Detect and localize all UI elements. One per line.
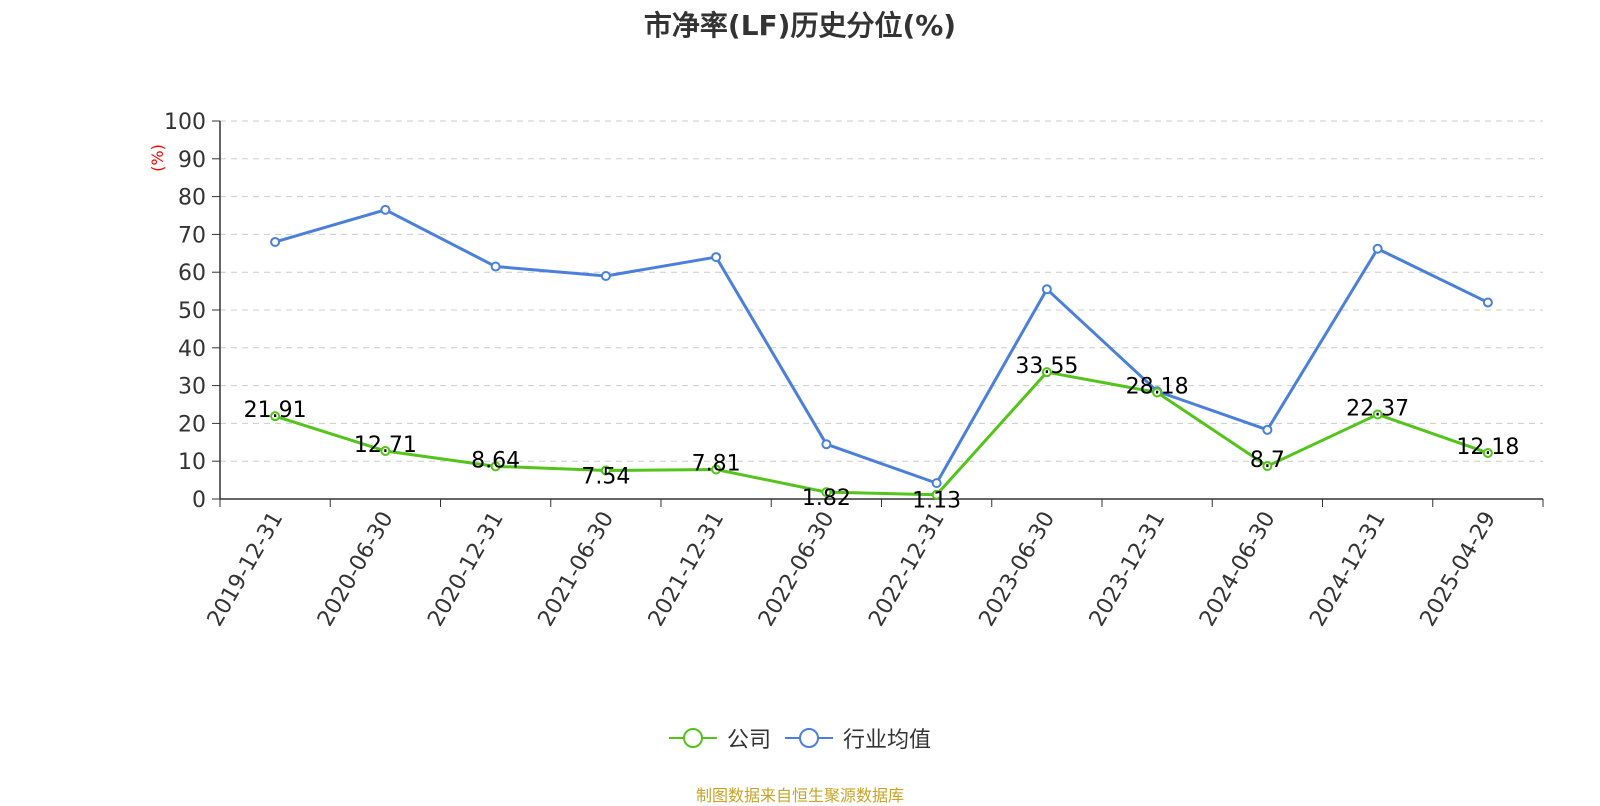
data-label-company: 12.71 bbox=[354, 433, 417, 458]
legend-marker-industry bbox=[785, 728, 833, 748]
y-tick-label: 60 bbox=[178, 261, 206, 286]
y-tick-label: 80 bbox=[178, 186, 206, 211]
data-label-company: 21.91 bbox=[244, 398, 307, 423]
data-label-company: 1.82 bbox=[802, 486, 851, 511]
series-line-industry bbox=[274, 208, 1489, 485]
x-tick-label: 2024-06-30 bbox=[1195, 508, 1281, 631]
x-tick-label: 2025-04-29 bbox=[1415, 508, 1501, 631]
data-point-company bbox=[821, 487, 832, 498]
data-label-company: 8.7 bbox=[1250, 448, 1285, 473]
data-point-company bbox=[711, 464, 722, 475]
y-tick-label: 50 bbox=[178, 299, 206, 324]
x-tick-label: 2020-06-30 bbox=[313, 508, 399, 631]
y-tick-label: 70 bbox=[178, 223, 206, 248]
data-label-company: 12.18 bbox=[1456, 435, 1519, 460]
source-note: 制图数据来自恒生聚源数据库 bbox=[695, 786, 904, 805]
y-tick-label: 20 bbox=[178, 412, 206, 437]
data-point-industry bbox=[1041, 284, 1052, 295]
x-tick-label: 2021-12-31 bbox=[644, 508, 730, 631]
data-label-company: 8.64 bbox=[471, 448, 520, 473]
data-point-company bbox=[600, 465, 611, 476]
x-tick-label: 2023-06-30 bbox=[974, 508, 1060, 631]
data-point-industry bbox=[380, 204, 391, 215]
x-tick-label: 2021-06-30 bbox=[533, 508, 619, 631]
data-label-company: 22.37 bbox=[1346, 396, 1409, 421]
data-point-industry bbox=[270, 236, 281, 247]
y-tick-label: 0 bbox=[192, 488, 206, 513]
legend-label-industry: 行业均值 bbox=[843, 728, 932, 753]
data-point-industry bbox=[1262, 424, 1273, 435]
data-point-company bbox=[1372, 409, 1383, 420]
data-point-industry bbox=[821, 439, 832, 450]
data-label-company: 28.18 bbox=[1126, 374, 1189, 399]
x-tick-label: 2024-12-31 bbox=[1305, 508, 1391, 631]
data-point-industry bbox=[490, 261, 501, 272]
x-tick-label: 2020-12-31 bbox=[423, 508, 509, 631]
series-line-company bbox=[274, 370, 1489, 497]
data-point-industry bbox=[1372, 243, 1383, 254]
data-label-company: 1.13 bbox=[912, 489, 961, 514]
data-point-industry bbox=[1482, 297, 1493, 308]
data-point-company bbox=[490, 461, 501, 472]
data-label-company: 7.54 bbox=[581, 464, 630, 489]
y-tick-label: 30 bbox=[178, 375, 206, 400]
legend-item-company[interactable]: 公司 bbox=[668, 722, 771, 754]
data-point-industry bbox=[711, 252, 722, 263]
data-point-company bbox=[1262, 461, 1273, 472]
y-tick-label: 100 bbox=[164, 110, 206, 135]
chart-title: 市净率(LF)历史分位(%) bbox=[643, 9, 957, 42]
y-axis-label: (%) bbox=[148, 144, 167, 172]
data-point-industry bbox=[600, 270, 611, 281]
data-point-industry bbox=[931, 478, 942, 489]
x-tick-label: 2022-12-31 bbox=[864, 508, 950, 631]
legend: 公司 行业均值 bbox=[0, 722, 1600, 754]
data-point-company bbox=[1482, 447, 1493, 458]
y-tick-label: 90 bbox=[178, 148, 206, 173]
data-label-company: 7.81 bbox=[692, 451, 741, 476]
data-point-company bbox=[270, 411, 281, 422]
data-point-company bbox=[931, 489, 942, 500]
data-point-company bbox=[1152, 387, 1163, 398]
x-tick-label: 2019-12-31 bbox=[203, 508, 289, 631]
data-point-company bbox=[1041, 367, 1052, 378]
data-point-company bbox=[380, 445, 391, 456]
y-tick-label: 40 bbox=[178, 337, 206, 362]
x-tick-label: 2023-12-31 bbox=[1085, 508, 1171, 631]
legend-label-company: 公司 bbox=[726, 728, 771, 753]
x-tick-label: 2022-06-30 bbox=[754, 508, 840, 631]
y-tick-label: 10 bbox=[178, 450, 206, 475]
legend-marker-company bbox=[668, 728, 717, 748]
legend-item-industry[interactable]: 行业均值 bbox=[785, 722, 931, 754]
data-label-company: 33.55 bbox=[1015, 354, 1078, 379]
